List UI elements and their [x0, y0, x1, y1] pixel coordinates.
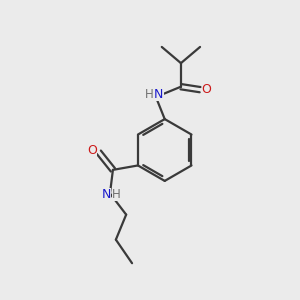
Text: H: H: [145, 88, 154, 101]
Text: H: H: [112, 188, 121, 201]
Text: N: N: [154, 88, 164, 101]
Text: O: O: [202, 83, 212, 96]
Text: N: N: [102, 188, 111, 201]
Text: O: O: [87, 144, 97, 157]
